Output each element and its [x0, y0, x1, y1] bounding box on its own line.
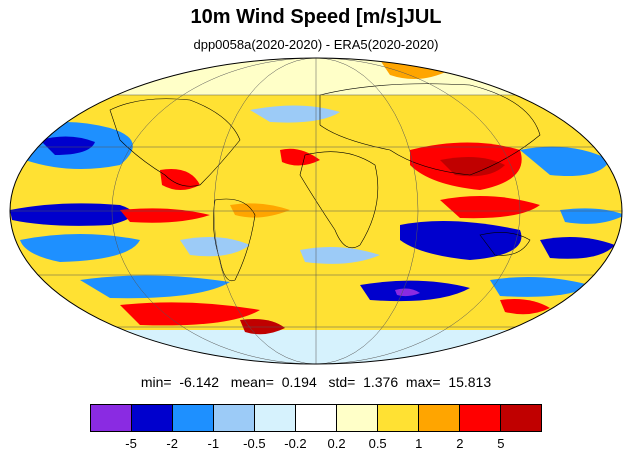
- field-epacific-deepblue: [10, 203, 133, 226]
- field-satlantic-lightblue: [300, 246, 380, 264]
- field-tasman-deepblue: [540, 236, 615, 259]
- field-drake-darkred: [240, 319, 285, 335]
- colorbar-segment: #c00000: [501, 405, 541, 431]
- field-mexico-red: [160, 169, 200, 190]
- colorbar-tick-label: 5: [497, 436, 505, 451]
- colorbar-tick-label: -0.2: [284, 436, 307, 451]
- colorbar-segment: #ffa500: [419, 405, 460, 431]
- field-south-america-lightblue: [180, 236, 250, 257]
- std-value: 1.376: [363, 374, 399, 390]
- colorbar: #8a2be2#0000cd#1e90ff#9ccbf7#d6f2fd#ffff…: [90, 404, 542, 432]
- field-southern-ocean-purple: [395, 288, 420, 297]
- field-cpacific-blue: [560, 208, 622, 224]
- mean-label: mean=: [230, 374, 274, 390]
- colorbar-segment: #ffffff: [296, 405, 337, 431]
- map-title: 10m Wind Speed [m/s]JUL: [190, 6, 442, 28]
- min-value: -6.142: [179, 374, 220, 390]
- colorbar-segment: #8a2be2: [91, 405, 132, 431]
- colorbar-tick-label: 0.5: [368, 436, 387, 451]
- field-wpacific-blue: [520, 146, 610, 176]
- colorbar-tick-label: 0.2: [327, 436, 346, 451]
- field-npacific-deepblue: [40, 136, 95, 155]
- colorbar-segment: #ffe133: [378, 405, 419, 431]
- field-southern-ocean-blue-1: [80, 275, 230, 299]
- colorbar-tick-label: -0.5: [243, 436, 266, 451]
- mean-value: 0.194: [281, 374, 317, 390]
- colorbar-segment: #ff0000: [460, 405, 501, 431]
- field-southern-ocean-red: [120, 302, 260, 326]
- field-sepacific-blue: [20, 234, 140, 262]
- field-asia-darkred: [440, 156, 505, 177]
- field-epacific-red: [120, 208, 210, 223]
- field-atlantic-orange: [230, 203, 290, 218]
- globe-outline: [9, 57, 623, 365]
- min-label: min=: [140, 374, 172, 390]
- field-natl-red: [280, 148, 320, 166]
- colorbar-segment: #ffffc8: [337, 405, 378, 431]
- max-label: max=: [405, 374, 441, 390]
- graticule: [10, 58, 622, 364]
- field-southern-ocean-blue-2: [490, 276, 590, 297]
- anomaly-field: [10, 58, 622, 364]
- colorbar-segment: #1e90ff: [173, 405, 214, 431]
- colorbar-tick-label: 1: [415, 436, 423, 451]
- colorbar-tick-label: -2: [166, 436, 178, 451]
- colorbar-segment: #9ccbf7: [214, 405, 255, 431]
- colorbar-tick-label: -1: [207, 436, 220, 451]
- coastlines: [109, 83, 541, 282]
- std-label: std=: [328, 374, 356, 390]
- statistics-line: min= -6.142 mean= 0.194 std= 1.376 max= …: [0, 374, 632, 390]
- colorbar-segment: #0000cd: [132, 405, 173, 431]
- max-value: 15.813: [448, 374, 492, 390]
- map-subtitle: dpp0058a(2020-2020) - ERA5(2020-2020): [193, 37, 439, 52]
- colorbar-tick-label: 2: [456, 436, 464, 451]
- field-southern-ocean-red-2: [500, 299, 550, 315]
- field-natlantic-lightblue: [250, 105, 340, 123]
- field-indian-red: [440, 196, 540, 219]
- colorbar-ticks: -5 -2 -1 -0.5 -0.2 0.2 0.5 1 2 5: [90, 436, 542, 454]
- colorbar-tick-label: -5: [125, 436, 137, 451]
- colorbar-segment: #d6f2fd: [255, 405, 296, 431]
